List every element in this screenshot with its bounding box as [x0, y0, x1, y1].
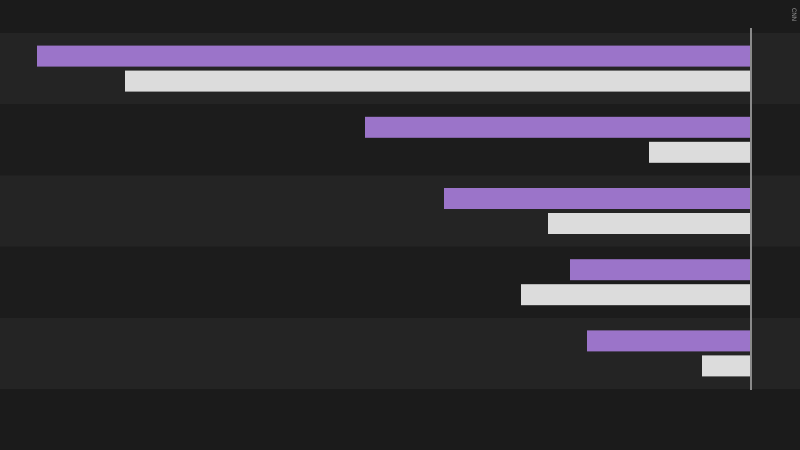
bar — [548, 213, 751, 234]
category-band — [0, 246, 800, 318]
bar — [521, 284, 751, 306]
bands — [0, 33, 800, 389]
bar — [649, 141, 751, 163]
bar — [587, 330, 751, 352]
bar — [365, 116, 751, 138]
bar — [570, 259, 751, 281]
category-band — [0, 33, 800, 105]
bars — [37, 45, 751, 377]
bar — [37, 45, 751, 67]
category-band — [0, 104, 800, 176]
bar — [702, 355, 751, 377]
category-band — [0, 175, 800, 247]
bar — [444, 188, 751, 209]
watermark: CNN — [790, 8, 796, 21]
category-band — [0, 317, 800, 389]
bar — [125, 70, 751, 92]
